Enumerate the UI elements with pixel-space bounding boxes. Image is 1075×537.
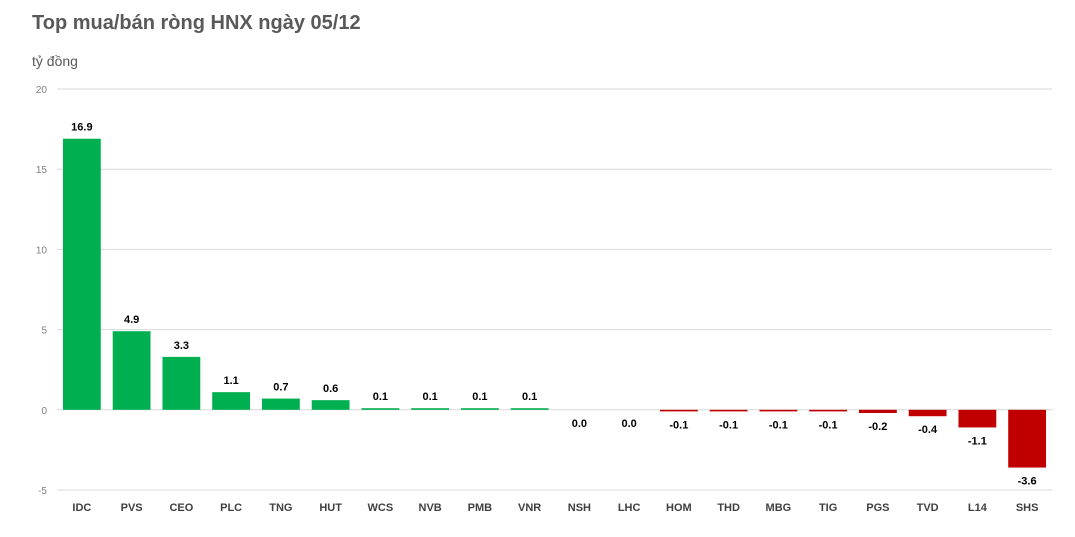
data-label: 0.6	[323, 383, 338, 395]
category-label: TVD	[917, 502, 939, 514]
data-label: -0.2	[868, 421, 887, 433]
gridlines	[57, 88, 1052, 491]
bar	[809, 409, 848, 412]
data-label: 0.0	[572, 418, 587, 430]
category-label: THD	[717, 502, 740, 514]
bar	[162, 356, 201, 410]
bars	[62, 138, 1047, 468]
bar	[908, 409, 947, 417]
axes: 20 15 10 5 0 -5 IDC PVS CEO PLC TNG HUT WCS NVB PMB VNR…	[36, 85, 1039, 514]
data-label: -3.6	[1018, 476, 1037, 488]
bar	[62, 138, 101, 410]
y-tick-label: 20	[36, 85, 48, 96]
category-label: CEO	[169, 502, 193, 514]
bar	[411, 408, 450, 410]
bar	[858, 409, 897, 414]
data-label: -0.1	[669, 419, 688, 431]
category-label: LHC	[618, 502, 641, 514]
category-label: IDC	[72, 502, 91, 514]
category-label: PMB	[468, 502, 493, 514]
category-label: PLC	[220, 502, 242, 514]
data-label: 16.9	[71, 122, 92, 134]
data-label: 1.1	[223, 375, 238, 387]
category-label: NVB	[419, 502, 442, 514]
y-axis-unit-label: tỷ đồng	[32, 53, 78, 69]
bar	[460, 408, 499, 410]
data-label: 3.3	[174, 340, 189, 352]
data-label: -0.1	[769, 419, 788, 431]
bar	[261, 398, 300, 410]
data-label: 0.0	[621, 418, 636, 430]
y-tick-label: 10	[36, 245, 48, 256]
category-label: HUT	[319, 502, 342, 514]
bar	[212, 392, 251, 410]
category-label: HOM	[666, 502, 692, 514]
category-label: MBG	[766, 502, 792, 514]
bar	[759, 409, 798, 412]
data-label: 0.1	[373, 391, 388, 403]
category-label: TIG	[819, 502, 837, 514]
category-label: VNR	[518, 502, 541, 514]
y-tick-label: 15	[36, 165, 48, 176]
bar	[1008, 409, 1047, 468]
category-label: PVS	[121, 502, 143, 514]
data-label: -1.1	[968, 435, 987, 447]
category-label: NSH	[568, 502, 591, 514]
category-label: SHS	[1016, 502, 1039, 514]
data-labels: 16.9 4.9 3.3 1.1 0.7 0.6 0.1 0.1 0.1 0.1 0.0 0.0 -0.…	[71, 122, 1036, 488]
data-label: 0.1	[472, 391, 487, 403]
category-label: L14	[968, 502, 988, 514]
bar	[361, 408, 400, 410]
bar	[112, 331, 151, 410]
chart-title: Top mua/bán ròng HNX ngày 05/12	[32, 12, 361, 34]
data-label: -0.1	[819, 419, 838, 431]
category-label: PGS	[866, 502, 889, 514]
category-label: TNG	[269, 502, 292, 514]
y-tick-label: 0	[41, 406, 47, 417]
data-label: 0.7	[273, 382, 288, 394]
bar	[709, 409, 748, 412]
bar	[311, 400, 350, 410]
data-label: -0.4	[918, 424, 938, 436]
y-tick-label: 5	[41, 326, 47, 337]
bar	[510, 408, 549, 410]
y-tick-label: -5	[38, 486, 47, 497]
bar	[659, 409, 698, 412]
data-label: 0.1	[522, 391, 537, 403]
bar	[958, 409, 997, 428]
category-label: WCS	[368, 502, 394, 514]
data-label: 0.1	[422, 391, 437, 403]
data-label: 4.9	[124, 314, 139, 326]
data-label: -0.1	[719, 419, 738, 431]
